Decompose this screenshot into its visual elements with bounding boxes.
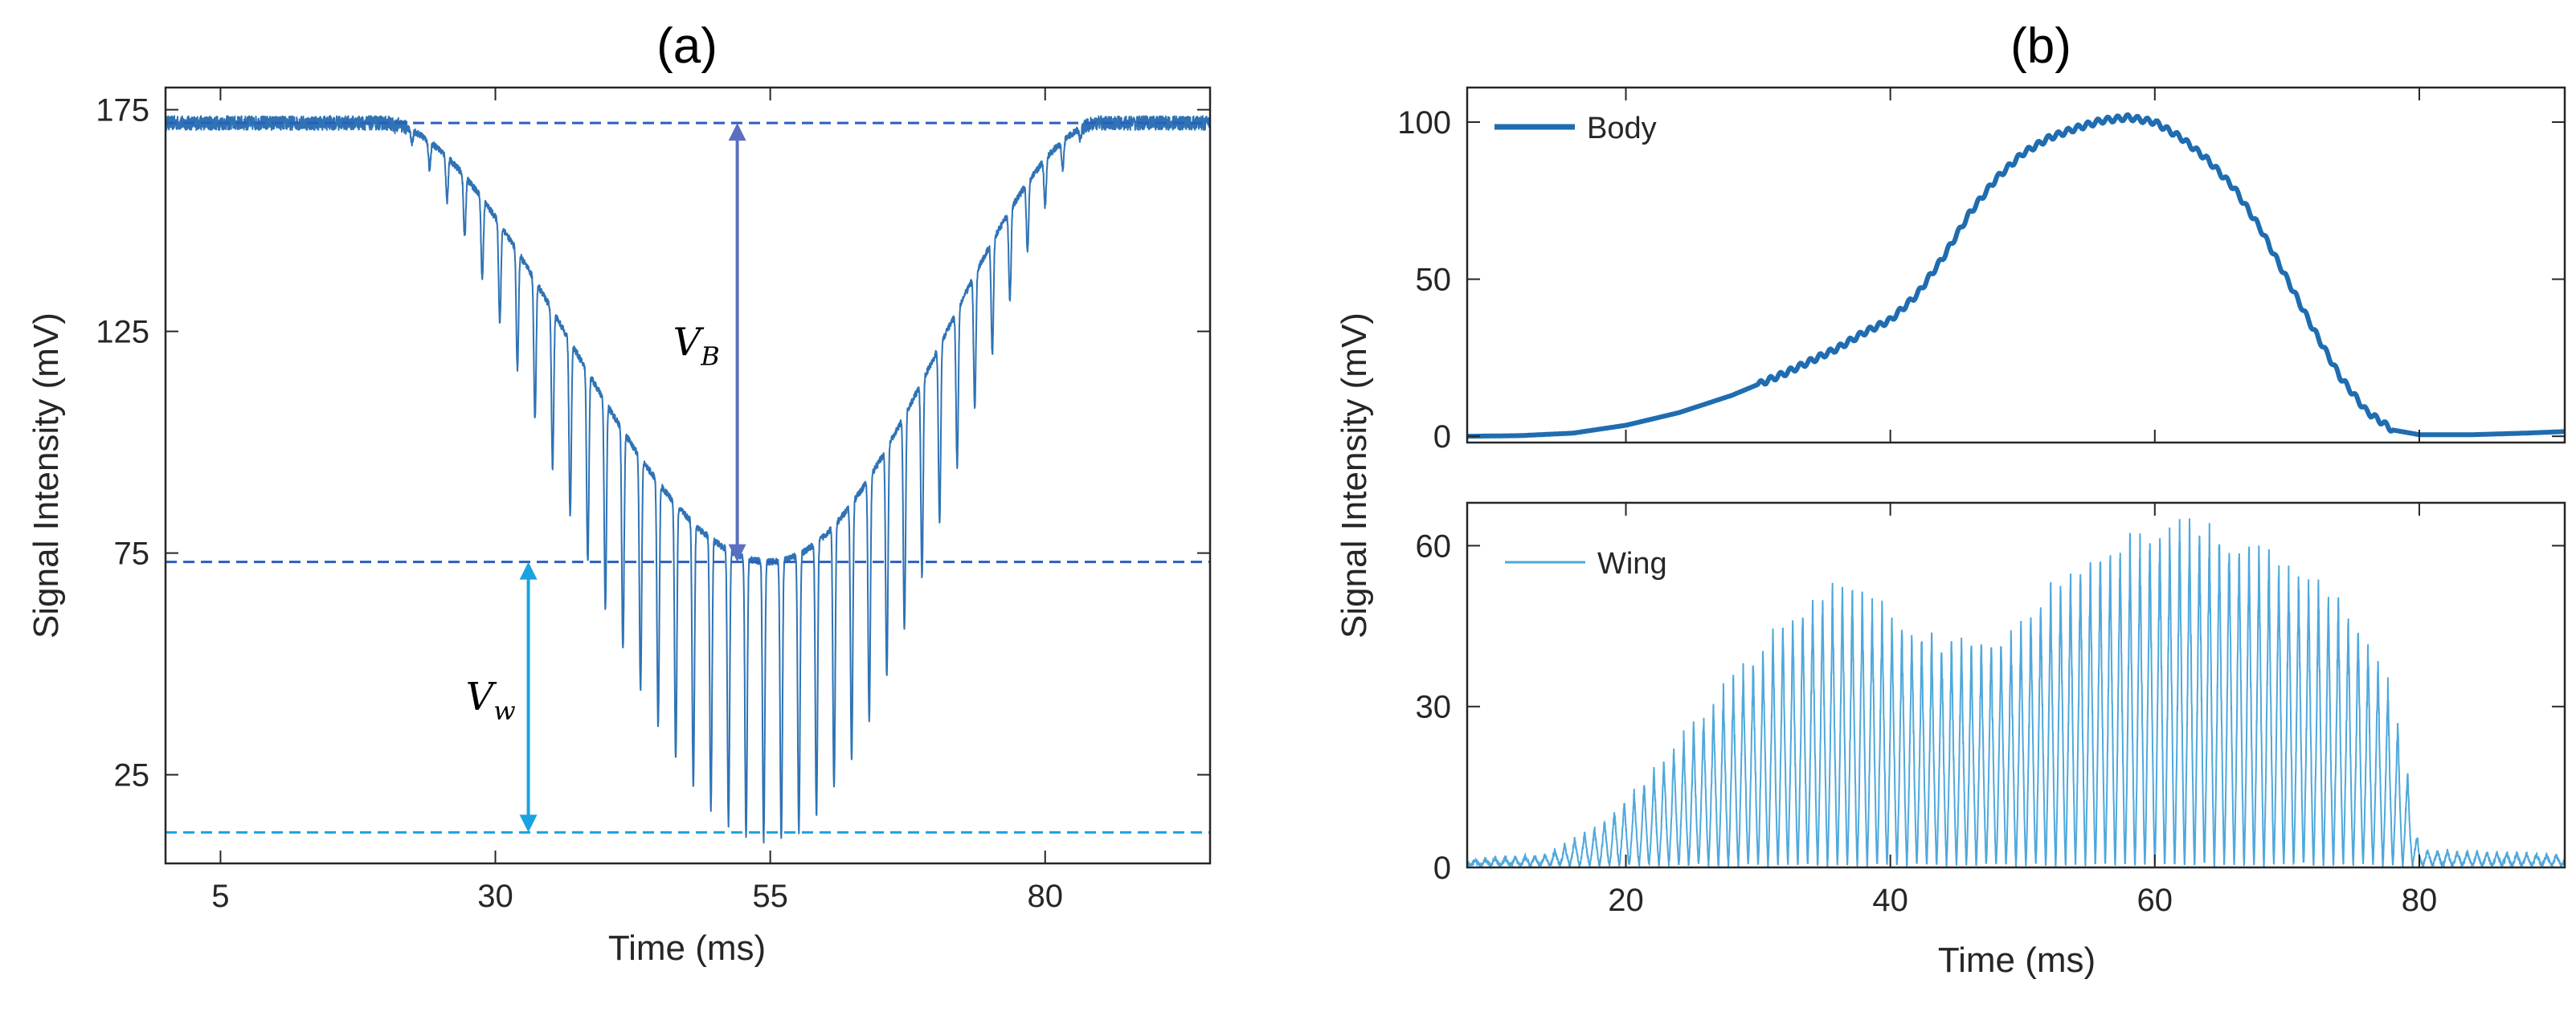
panel-a-ytick-label: 175 [96,93,149,129]
panel-b-bottom-xtick-label: 60 [2137,883,2173,918]
panel-a-frame [164,86,1212,865]
panel-a-title: (a) [656,18,718,74]
annotation-vb-arrow-head-bottom [728,544,746,562]
panel-b-top-ytick-label: 0 [1433,419,1451,455]
panel-b-chart: (b) 0 50 100 20 40 60 80 0 30 60 Time (ms) Signa… [1335,18,2566,980]
panel-b-bottom-axes: 20 40 60 80 0 30 60 [1416,503,2565,918]
panel-a-ytick-label: 125 [96,315,149,350]
panel-b-bottom-ytick-label: 60 [1416,528,1452,564]
panel-a-ylabel: Signal Intensity (mV) [27,312,66,639]
series-body-line [1466,112,2566,439]
panel-a-chart: (a) 5 30 55 80 25 75 125 175 Time (ms) Signal I… [27,18,1212,968]
annotation-vb-arrow-head-top [728,123,746,141]
panel-b-top-legend: Body [1494,112,1657,145]
panel-b-bottom-xtick-label: 20 [1608,883,1644,918]
panel-b-xlabel: Time (ms) [1938,941,2096,980]
panel-b-bottom-ytick-label: 0 [1433,851,1451,886]
annotation-vw-subscript: w [493,696,515,726]
panel-a-xtick-label: 80 [1027,879,1063,914]
panel-a-xtick-label: 30 [477,879,513,914]
panel-b-ylabel: Signal Intensity (mV) [1335,312,1374,639]
panel-a-xtick-label: 5 [211,879,229,914]
panel-a-ytick-label: 75 [114,537,150,572]
panel-b-top-plot-area [1466,112,2566,439]
panel-a-axes: 5 30 55 80 25 75 125 175 [96,88,1210,914]
panel-b-bottom-xtick-label: 40 [1872,883,1908,918]
panel-b-bottom-frame [1466,501,2566,869]
panel-b-bottom-legend: Wing [1505,547,1667,581]
legend-wing-label: Wing [1597,547,1667,581]
panel-b-bottom-xtick-label: 80 [2402,883,2438,918]
panel-b-top-axes: 0 50 100 [1397,88,2565,455]
annotation-vw-arrow-head-bottom [519,814,538,833]
legend-body-label: Body [1587,112,1657,145]
panel-b-bottom-ytick-label: 30 [1416,690,1452,725]
annotation-vw-symbol: V [466,675,497,720]
panel-a-plot-area [165,115,1211,844]
annotation-vb-label: VB [673,320,720,371]
panel-b-top-ytick-label: 100 [1397,105,1451,141]
panel-b-top-frame [1466,86,2566,444]
panel-a-ytick-label: 25 [114,758,150,794]
annotation-vb-symbol: V [673,320,705,365]
annotation-vw-label: Vw [466,675,516,726]
panel-b-top-ytick-label: 50 [1416,263,1452,298]
annotation-vw-arrow-head-top [519,561,538,580]
panel-a-xtick-label: 55 [752,879,788,914]
panel-b-title: (b) [2010,18,2071,74]
panel-a-signal-line [165,115,1211,844]
panel-a-xlabel: Time (ms) [608,928,766,968]
annotation-vb-subscript: B [700,341,720,371]
